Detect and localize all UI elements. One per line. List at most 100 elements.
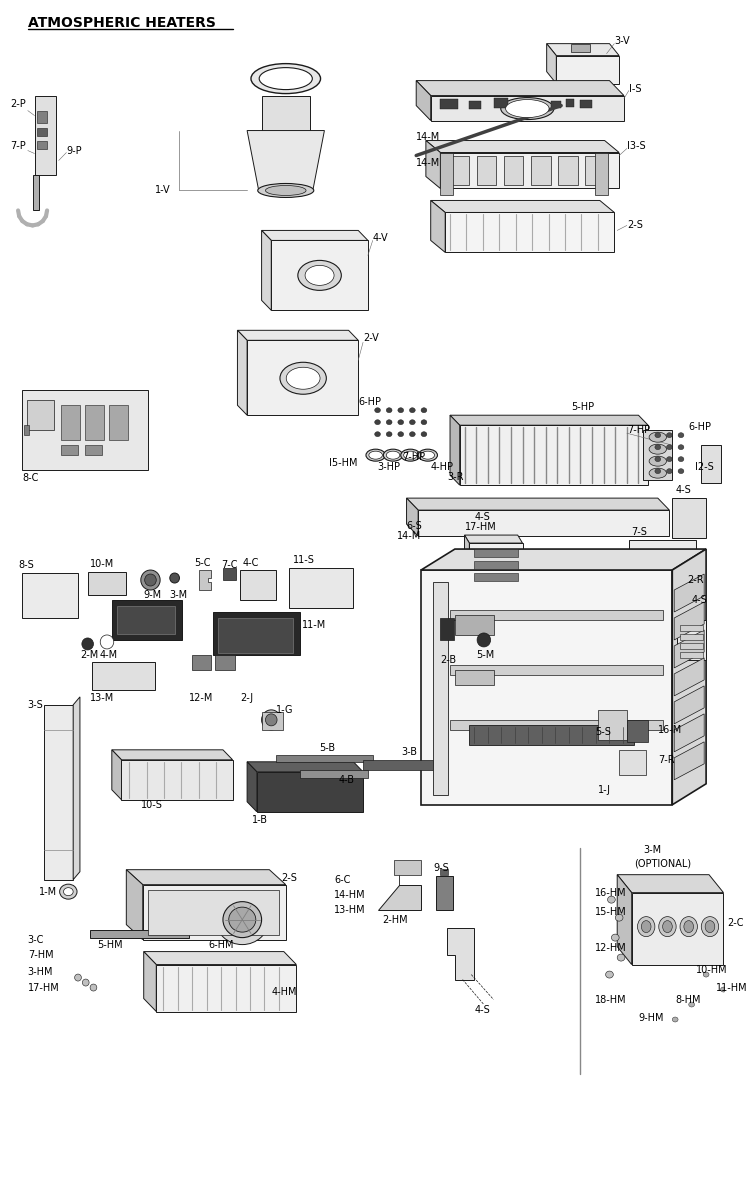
Text: 2-V: 2-V	[363, 333, 379, 343]
Text: 3-S: 3-S	[28, 700, 44, 710]
Ellipse shape	[662, 920, 672, 932]
Ellipse shape	[145, 574, 156, 586]
Polygon shape	[256, 772, 363, 811]
Text: 2-P: 2-P	[10, 98, 26, 109]
Text: 4-C: 4-C	[242, 558, 259, 568]
Bar	[117, 606, 175, 635]
Text: 6-C: 6-C	[334, 875, 350, 884]
Ellipse shape	[655, 468, 661, 473]
Text: 6-HM: 6-HM	[209, 939, 234, 950]
Ellipse shape	[658, 917, 676, 937]
Polygon shape	[474, 549, 518, 557]
Polygon shape	[674, 686, 704, 724]
Polygon shape	[247, 761, 363, 772]
Ellipse shape	[90, 983, 97, 991]
Ellipse shape	[100, 635, 114, 649]
Polygon shape	[450, 609, 662, 620]
Text: I2-S: I2-S	[694, 462, 713, 472]
Text: I3-S: I3-S	[627, 141, 646, 151]
Text: 2-B: 2-B	[440, 655, 457, 664]
Ellipse shape	[667, 433, 672, 437]
Text: 5-M: 5-M	[476, 650, 494, 660]
Polygon shape	[247, 130, 325, 190]
Polygon shape	[464, 535, 470, 587]
Text: 6-HP: 6-HP	[358, 397, 381, 407]
Ellipse shape	[386, 407, 392, 412]
Text: 13-HM: 13-HM	[334, 905, 366, 914]
Polygon shape	[240, 570, 276, 600]
Polygon shape	[556, 56, 620, 84]
Polygon shape	[238, 330, 247, 415]
Text: I-S: I-S	[628, 84, 641, 93]
Polygon shape	[440, 153, 453, 196]
Text: 2-HM: 2-HM	[382, 914, 408, 925]
Text: 10-M: 10-M	[89, 559, 114, 569]
Text: 16-M: 16-M	[658, 725, 682, 735]
Text: 3-B: 3-B	[402, 747, 418, 756]
Polygon shape	[672, 498, 706, 538]
Polygon shape	[617, 875, 632, 964]
Polygon shape	[558, 155, 578, 185]
Ellipse shape	[223, 902, 262, 938]
Ellipse shape	[655, 456, 661, 461]
Bar	[580, 99, 592, 108]
Ellipse shape	[266, 185, 306, 196]
Text: 7-HP: 7-HP	[402, 452, 424, 462]
Polygon shape	[363, 760, 446, 770]
Ellipse shape	[701, 917, 718, 937]
Polygon shape	[674, 742, 704, 780]
Polygon shape	[406, 498, 670, 510]
Text: 18-HM: 18-HM	[595, 994, 626, 1005]
Bar	[85, 405, 104, 440]
Ellipse shape	[421, 431, 427, 436]
Text: 4-HM: 4-HM	[272, 987, 297, 997]
Ellipse shape	[266, 713, 277, 725]
Ellipse shape	[678, 433, 684, 437]
Ellipse shape	[649, 456, 667, 466]
Text: 7-S: 7-S	[631, 527, 646, 537]
Polygon shape	[126, 870, 286, 884]
Polygon shape	[32, 176, 39, 210]
Text: 9-M: 9-M	[144, 590, 162, 600]
Polygon shape	[421, 570, 672, 804]
Text: 11-M: 11-M	[302, 620, 326, 630]
Polygon shape	[126, 870, 142, 939]
Polygon shape	[644, 430, 672, 480]
Polygon shape	[419, 510, 670, 537]
Polygon shape	[595, 153, 608, 196]
Bar	[27, 400, 54, 430]
Polygon shape	[446, 213, 614, 252]
Bar	[109, 405, 128, 440]
Ellipse shape	[649, 468, 667, 478]
Text: 6-S: 6-S	[406, 521, 422, 531]
Ellipse shape	[280, 362, 326, 394]
Ellipse shape	[386, 419, 392, 424]
Text: 3-M: 3-M	[170, 590, 188, 600]
Text: 9-P: 9-P	[67, 146, 82, 155]
Ellipse shape	[251, 63, 320, 93]
Polygon shape	[450, 719, 662, 730]
Text: 3-R: 3-R	[447, 472, 464, 482]
Text: 14-M: 14-M	[397, 531, 422, 541]
Polygon shape	[122, 760, 232, 799]
Ellipse shape	[82, 979, 89, 986]
Text: 14-HM: 14-HM	[334, 889, 366, 900]
Polygon shape	[674, 602, 704, 641]
Ellipse shape	[477, 633, 490, 646]
Ellipse shape	[404, 452, 417, 459]
Polygon shape	[262, 96, 310, 130]
Ellipse shape	[611, 934, 620, 942]
Bar	[218, 618, 293, 652]
Ellipse shape	[305, 265, 334, 286]
Ellipse shape	[216, 895, 268, 944]
Polygon shape	[144, 951, 156, 1011]
Bar	[620, 749, 646, 774]
Polygon shape	[112, 749, 122, 799]
Ellipse shape	[383, 449, 403, 461]
Polygon shape	[421, 549, 706, 570]
Polygon shape	[433, 582, 448, 795]
Bar	[223, 568, 236, 580]
Ellipse shape	[141, 570, 160, 590]
Text: 7-HM: 7-HM	[28, 950, 53, 960]
Text: 5-HP: 5-HP	[571, 403, 594, 412]
